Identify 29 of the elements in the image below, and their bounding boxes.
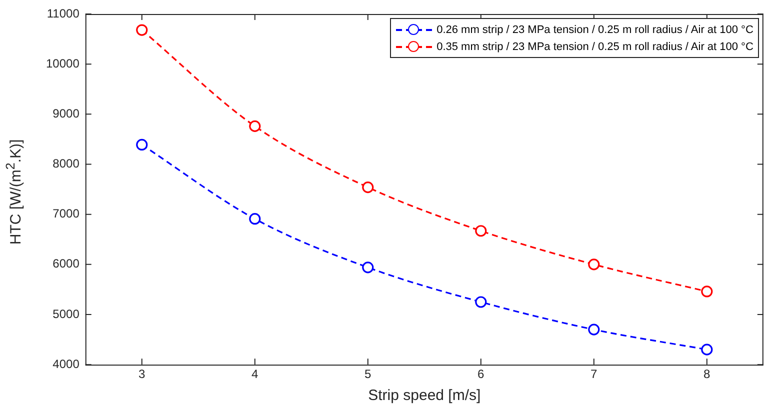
legend-label: 0.26 mm strip / 23 MPa tension / 0.25 m roll radius / Air at 100 °C bbox=[436, 24, 754, 36]
point bbox=[362, 262, 374, 274]
point bbox=[249, 120, 261, 132]
y-tick-label: 7000 bbox=[52, 206, 80, 221]
y-tick-label: 8000 bbox=[52, 156, 80, 171]
y-tick-label: 4000 bbox=[52, 356, 80, 371]
point bbox=[475, 225, 487, 237]
y-tick-label: 11000 bbox=[46, 6, 80, 20]
x-tick-label: 6 bbox=[478, 367, 485, 382]
y-tick-label: 9000 bbox=[52, 106, 80, 120]
y-tick-label: 10000 bbox=[46, 56, 80, 70]
y-tick-label: 6000 bbox=[52, 256, 80, 271]
point bbox=[136, 24, 148, 36]
point bbox=[249, 213, 261, 225]
x-tick-label: 5 bbox=[364, 367, 372, 382]
x-tick-label: 8 bbox=[704, 367, 711, 382]
x-tick-label: 4 bbox=[252, 367, 259, 382]
point bbox=[475, 296, 487, 308]
point bbox=[588, 324, 600, 336]
x-tick-label: 7 bbox=[590, 367, 598, 382]
point bbox=[588, 258, 600, 270]
x-axis-title: Strip speed [m/s] bbox=[368, 387, 481, 404]
legend-label: 0.35 mm strip / 23 MPa tension / 0.25 m roll radius / Air at 100 °C bbox=[436, 40, 754, 52]
point bbox=[136, 138, 148, 151]
point bbox=[701, 286, 713, 298]
y-tick-label: 5000 bbox=[52, 306, 80, 321]
x-tick-label: 3 bbox=[138, 367, 146, 382]
point bbox=[362, 181, 374, 194]
point bbox=[701, 344, 713, 356]
